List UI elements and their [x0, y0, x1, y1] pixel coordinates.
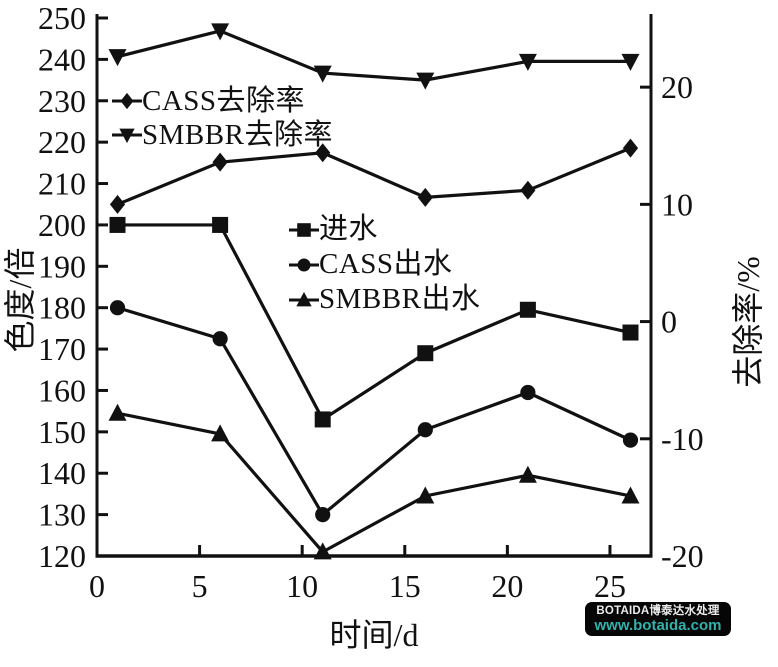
left-y-axis-title: 色度/倍: [2, 247, 38, 353]
square-marker: [622, 324, 639, 341]
diamond-marker: [315, 143, 331, 163]
x-tick-label: 20: [491, 568, 523, 604]
circle-marker: [315, 507, 331, 523]
triangle-up-marker: [296, 291, 312, 306]
circle-marker-icon: [289, 254, 319, 276]
diamond-marker: [212, 152, 228, 172]
triangle-up-marker: [518, 465, 537, 483]
square-marker-icon: [289, 219, 319, 241]
triangle-up-marker: [621, 486, 640, 504]
watermark-brand: BOTAIDA博泰达水处理: [596, 605, 720, 617]
right-y-tick-label: -10: [661, 421, 704, 457]
left-y-tick-label: 120: [38, 538, 86, 574]
right-y-tick-label: 10: [661, 186, 693, 222]
square-marker: [212, 216, 229, 233]
diamond-icon: [112, 92, 142, 110]
legend-water: 进水 CASS出水 SMBBR出水: [289, 212, 480, 317]
triangle-down-marker-icon: [112, 124, 142, 146]
circle-marker: [109, 300, 126, 316]
left-y-tick-label: 240: [38, 41, 86, 77]
x-tick-label: 15: [389, 568, 421, 604]
right-y-tick-label: -20: [661, 538, 704, 574]
triangle-down-marker: [108, 49, 127, 67]
left-y-tick-label: 140: [38, 455, 86, 491]
x-tick-label: 0: [89, 568, 105, 604]
triangle-down-marker: [119, 128, 135, 144]
triangle-up-marker: [108, 403, 127, 421]
left-y-tick-label: 130: [38, 497, 86, 533]
square-marker: [519, 301, 536, 318]
legend-label: SMBBR去除率: [142, 118, 333, 151]
left-y-tick-label: 220: [38, 124, 86, 160]
legend-item-cass-removal: CASS去除率: [112, 84, 333, 118]
legend-removal: CASS去除率 SMBBR去除率: [112, 84, 333, 152]
left-y-tick-label: 180: [38, 290, 86, 326]
x-axis-title: 时间/d: [329, 617, 419, 653]
legend-item-influent: 进水: [289, 212, 480, 247]
legend-item-smbbr-removal: SMBBR去除率: [112, 118, 333, 152]
right-y-tick-label: 20: [661, 69, 693, 105]
circle-marker: [520, 384, 536, 401]
legend-item-smbbr-effluent: SMBBR出水: [289, 282, 480, 317]
circle-icon: [289, 258, 319, 271]
series-line-diamond: [116, 146, 632, 206]
circle-marker: [417, 422, 433, 438]
left-y-tick-label: 190: [38, 248, 86, 284]
triangle-up-marker: [416, 486, 435, 504]
left-y-tick-label: 160: [38, 372, 86, 408]
legend-label: 进水: [319, 213, 379, 245]
right-y-axis-title: 去除率/%: [730, 256, 766, 388]
square-marker: [109, 216, 126, 233]
x-tick-label: 10: [286, 568, 318, 604]
diamond-marker: [109, 194, 126, 214]
watermark-url: www.botaida.com: [594, 617, 722, 634]
legend-label: CASS出水: [319, 248, 453, 280]
triangle-up-marker: [211, 424, 230, 442]
series-line-circle: [117, 306, 632, 518]
triangle-down-marker: [313, 65, 332, 83]
legend-label: SMBBR出水: [319, 283, 481, 315]
circle-marker: [212, 331, 228, 347]
triangle-down-marker: [518, 53, 537, 71]
triangle-down-marker: [211, 23, 230, 41]
left-y-tick-label: 210: [38, 166, 86, 202]
triangle-down-marker: [621, 53, 640, 71]
triangle-up-icon: [289, 291, 319, 306]
left-y-tick-label: 250: [38, 0, 86, 36]
diamond-marker: [520, 180, 536, 200]
diamond-marker: [120, 92, 134, 110]
diamond-marker: [417, 187, 433, 207]
square-marker: [417, 345, 434, 362]
series-line-square: [117, 223, 631, 422]
legend-item-cass-effluent: CASS出水: [289, 247, 480, 282]
x-tick-label: 5: [192, 568, 208, 604]
left-y-tick-label: 200: [38, 207, 86, 243]
triangle-down-marker: [416, 72, 435, 90]
right-y-tick-label: 0: [661, 304, 677, 340]
left-y-tick-label: 230: [38, 83, 86, 119]
series-line-triangle-up: [117, 411, 631, 554]
legend-label: CASS去除率: [142, 84, 306, 117]
watermark-badge: BOTAIDA博泰达水处理 www.botaida.com: [585, 602, 731, 636]
square-icon: [289, 222, 319, 237]
square-marker: [314, 411, 331, 428]
triangle-up-marker: [313, 542, 332, 560]
x-tick-label: 25: [594, 568, 626, 604]
circle-marker: [297, 258, 311, 271]
circle-marker: [622, 432, 639, 448]
diamond-marker: [622, 138, 639, 158]
series-line-triangle-down: [117, 29, 631, 82]
triangle-up-marker-icon: [289, 289, 319, 311]
triangle-down-icon: [112, 128, 142, 144]
left-y-tick-label: 150: [38, 414, 86, 450]
diamond-marker-icon: [112, 90, 142, 112]
left-y-tick-label: 170: [38, 331, 86, 367]
square-marker: [297, 222, 311, 237]
